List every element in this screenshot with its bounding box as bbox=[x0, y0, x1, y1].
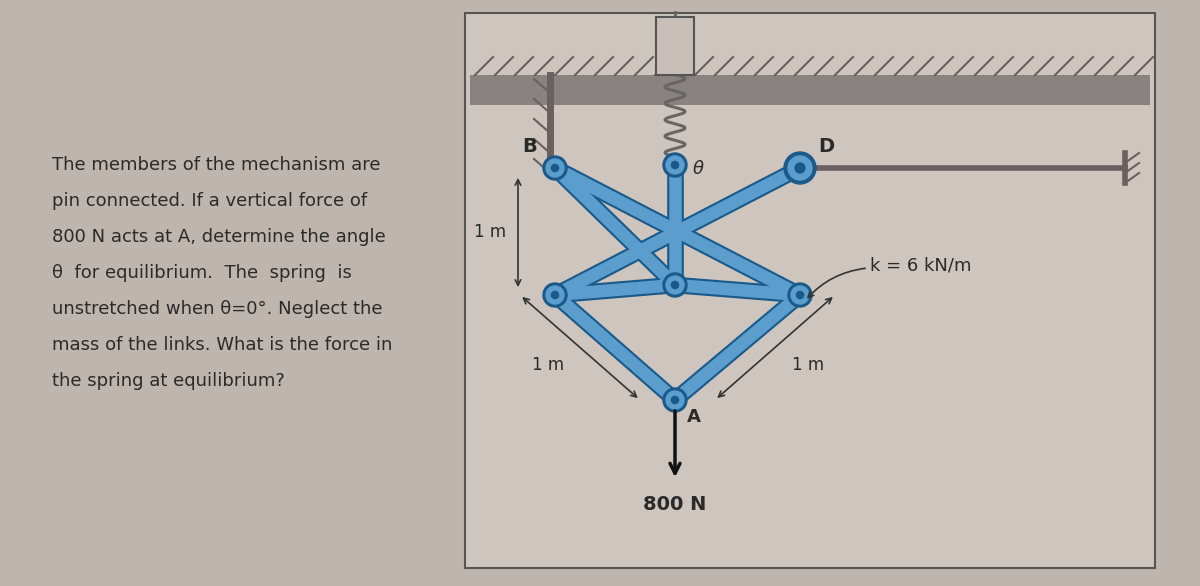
Bar bbox=[656, 17, 694, 75]
Text: 800 N: 800 N bbox=[643, 495, 707, 514]
Circle shape bbox=[662, 388, 686, 412]
Text: 1 m: 1 m bbox=[792, 356, 824, 374]
Circle shape bbox=[672, 396, 679, 404]
Bar bbox=[470, 75, 1150, 105]
Text: B: B bbox=[522, 137, 538, 156]
Text: θ  for equilibrium.  The  spring  is: θ for equilibrium. The spring is bbox=[52, 264, 352, 282]
Text: D: D bbox=[818, 137, 834, 156]
Circle shape bbox=[672, 281, 679, 288]
Circle shape bbox=[546, 286, 564, 304]
Circle shape bbox=[662, 273, 686, 297]
Circle shape bbox=[542, 283, 568, 307]
Text: the spring at equilibrium?: the spring at equilibrium? bbox=[52, 372, 284, 390]
Text: 1 m: 1 m bbox=[532, 356, 564, 374]
Circle shape bbox=[797, 291, 804, 299]
Circle shape bbox=[552, 291, 559, 299]
Circle shape bbox=[788, 283, 812, 307]
Text: A: A bbox=[686, 408, 701, 426]
Circle shape bbox=[672, 161, 679, 169]
Circle shape bbox=[552, 165, 559, 172]
Text: mass of the links. What is the force in: mass of the links. What is the force in bbox=[52, 336, 392, 354]
Bar bbox=[466, 13, 1154, 568]
Circle shape bbox=[784, 152, 816, 184]
Text: pin connected. If a vertical force of: pin connected. If a vertical force of bbox=[52, 192, 367, 210]
Text: The members of the mechanism are: The members of the mechanism are bbox=[52, 156, 380, 174]
Circle shape bbox=[662, 153, 686, 177]
Circle shape bbox=[791, 286, 809, 304]
Text: 1 m: 1 m bbox=[474, 223, 506, 241]
Circle shape bbox=[666, 156, 684, 174]
Text: θ: θ bbox=[694, 160, 704, 178]
Text: 800 N acts at A, determine the angle: 800 N acts at A, determine the angle bbox=[52, 228, 385, 246]
Circle shape bbox=[546, 159, 564, 177]
Circle shape bbox=[542, 156, 568, 180]
Circle shape bbox=[666, 276, 684, 294]
Text: unstretched when θ=0°. Neglect the: unstretched when θ=0°. Neglect the bbox=[52, 300, 383, 318]
Circle shape bbox=[666, 391, 684, 409]
Circle shape bbox=[796, 163, 805, 173]
Circle shape bbox=[788, 156, 812, 180]
Text: k = 6 kN/m: k = 6 kN/m bbox=[870, 257, 972, 275]
